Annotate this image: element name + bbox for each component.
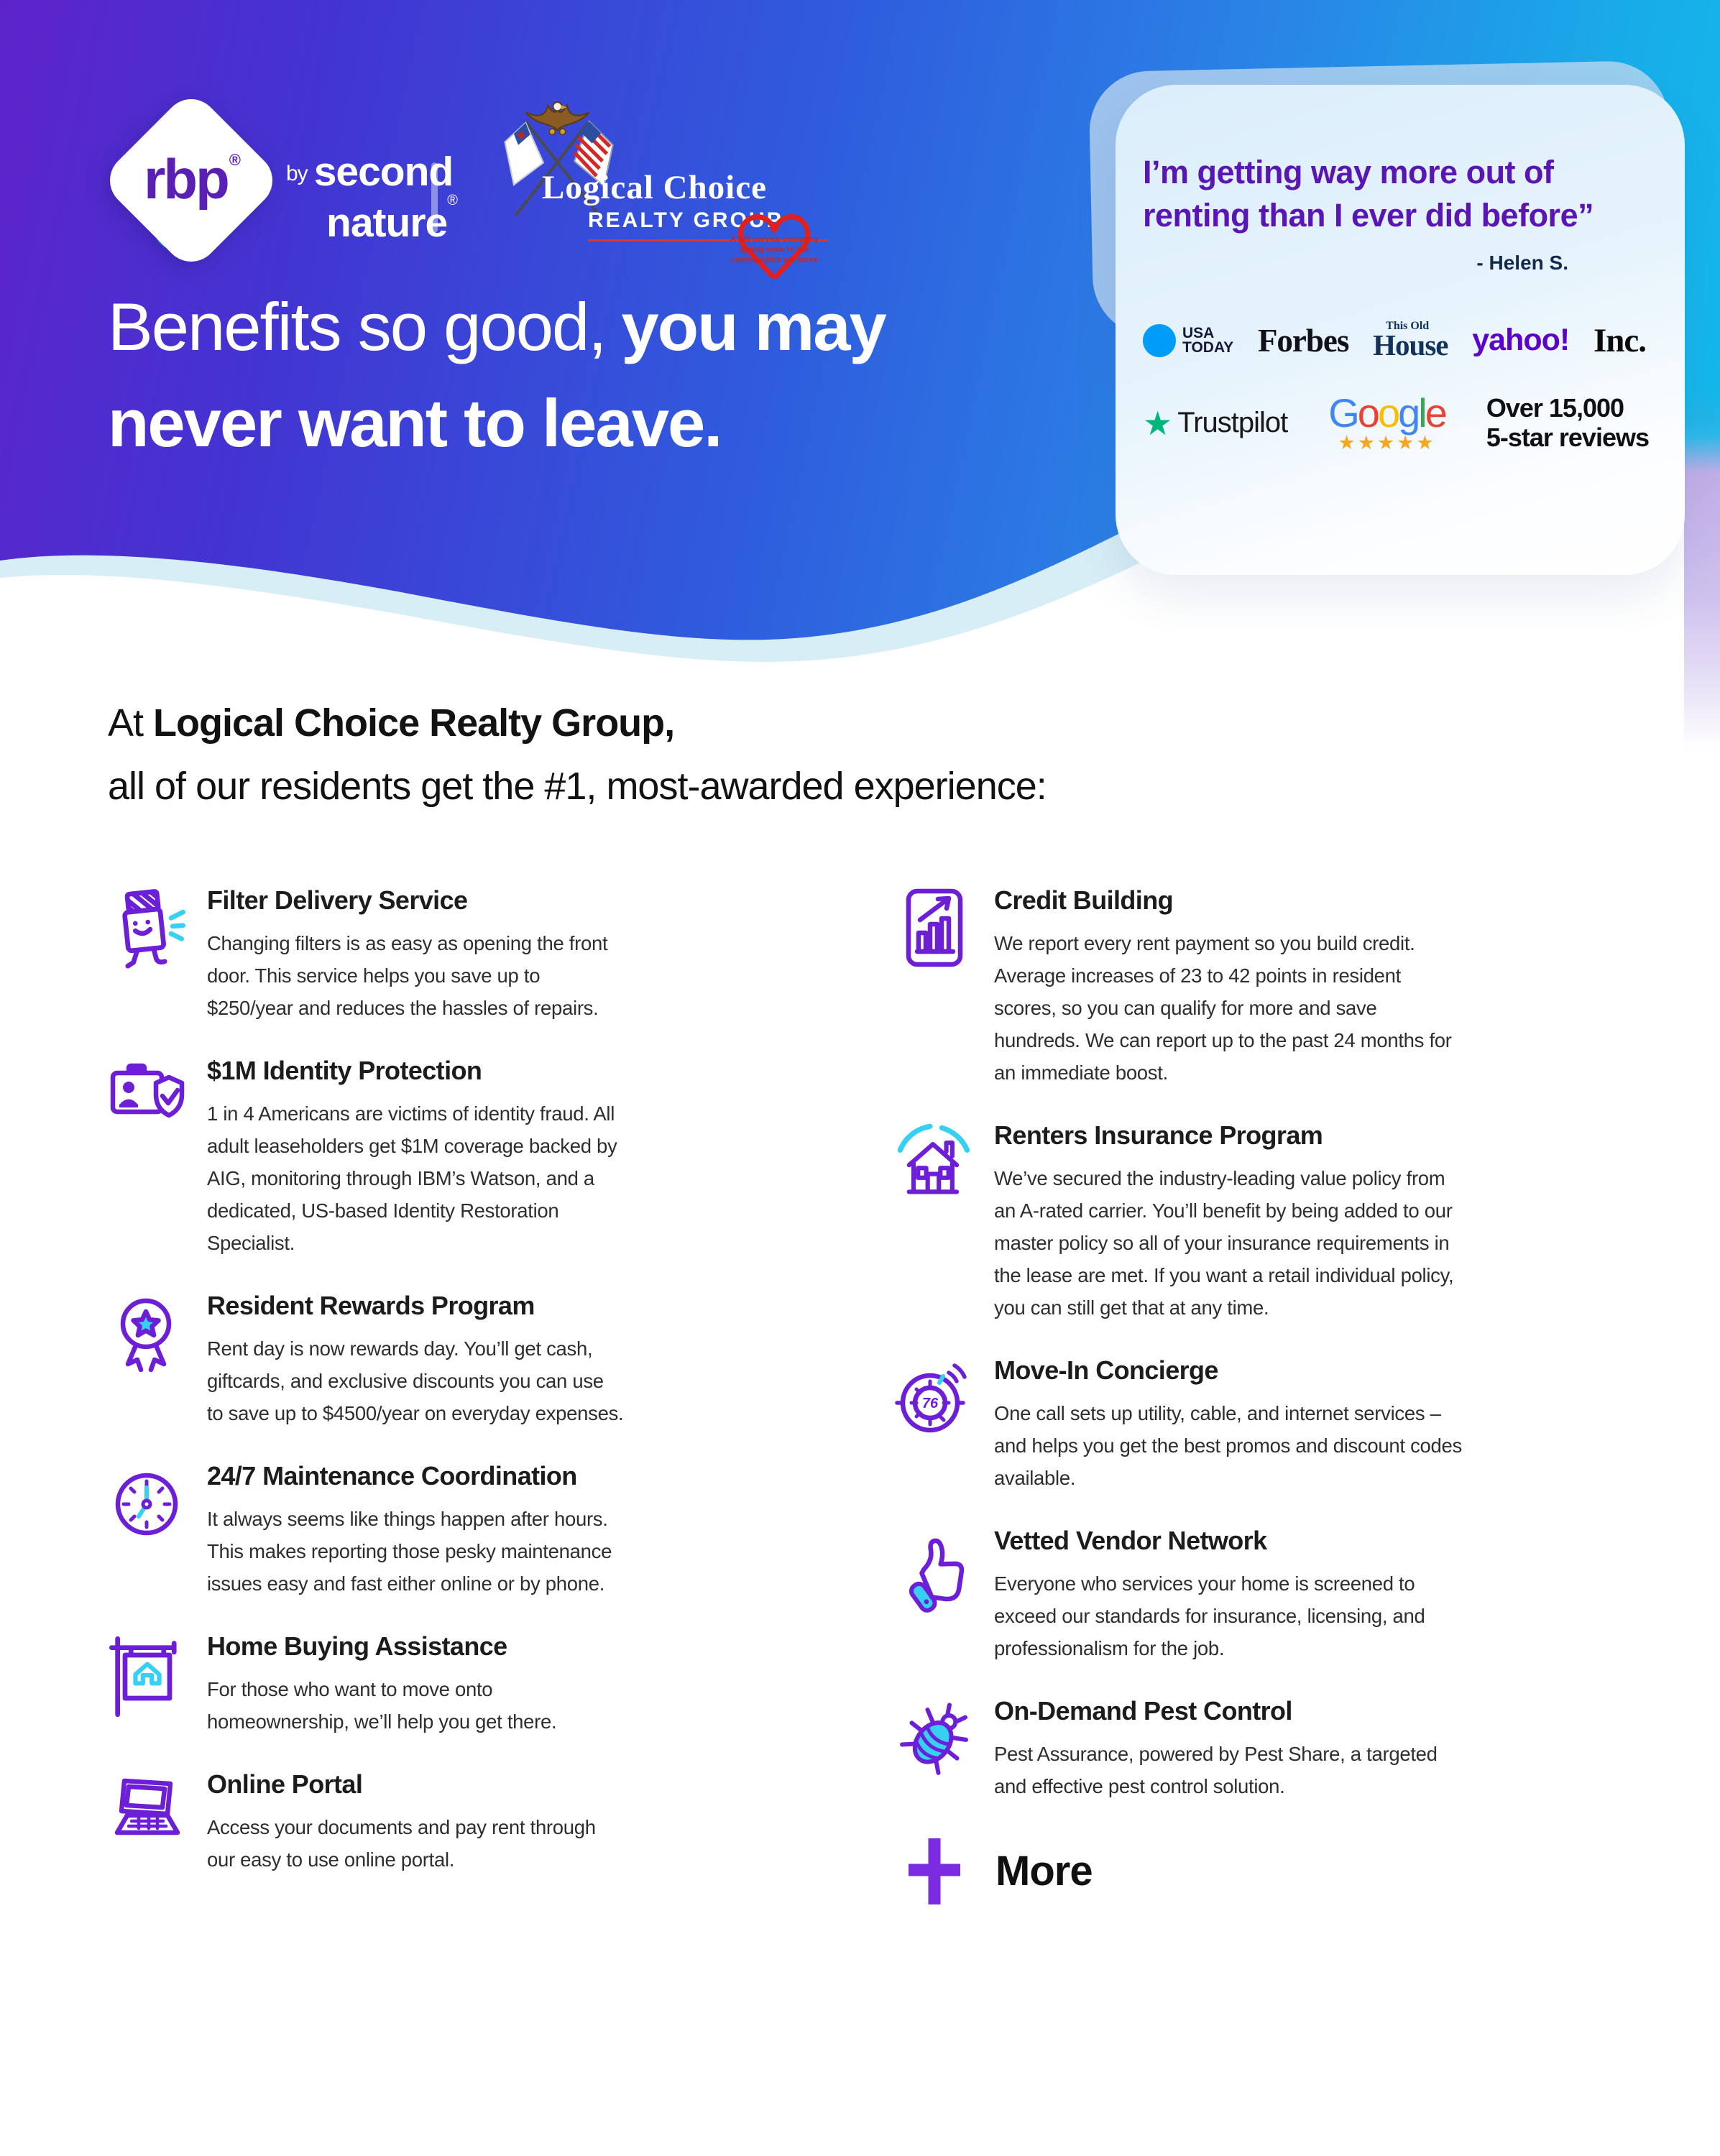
- benefit-filter-delivery: Filter Delivery Service Changing filters…: [108, 885, 640, 1024]
- benefit-description: One call sets up utility, cable, and int…: [994, 1402, 1462, 1489]
- quote-attribution: - Helen S.: [1476, 252, 1568, 274]
- credit-building-icon: [906, 888, 963, 967]
- benefit-resident-rewards: Resident Rewards Program Rent day is now…: [108, 1291, 640, 1429]
- reviews-count: Over 15,000 5-star reviews: [1486, 393, 1650, 452]
- home-buying-icon: [109, 1636, 177, 1718]
- logo-divider: [431, 162, 438, 233]
- benefit-title: Vetted Vendor Network: [994, 1526, 1267, 1555]
- reviews-row: ★ Trustpilot Google ★★★★★ Over 15,000 5-…: [1143, 393, 1653, 453]
- benefit-description: For those who want to move onto homeowne…: [207, 1678, 557, 1733]
- yahoo-logo: yahoo!: [1472, 323, 1570, 357]
- resident-rewards-icon: [120, 1298, 172, 1373]
- benefit-description: 1 in 4 Americans are victims of identity…: [207, 1102, 617, 1254]
- partner-tagline: A full service company: [730, 235, 819, 244]
- vetted-vendor-icon: [909, 1538, 965, 1613]
- benefit-home-buying: Home Buying Assistance For those who wan…: [108, 1631, 640, 1738]
- benefit-title: Renters Insurance Program: [994, 1120, 1323, 1150]
- benefit-description: We report every rent payment so you buil…: [994, 932, 1452, 1084]
- benefit-title: Move-In Concierge: [994, 1355, 1218, 1385]
- press-logos: USA TODAY Forbes This Old House yahoo! In…: [1143, 321, 1653, 360]
- filter-delivery-icon: [122, 889, 185, 969]
- benefit-identity-protection: $1M Identity Protection 1 in 4 Americans…: [108, 1056, 640, 1259]
- inc-logo: Inc.: [1593, 321, 1647, 359]
- benefit-renters-insurance: Renters Insurance Program We’ve secured …: [895, 1120, 1470, 1324]
- section-heading: At Logical Choice Realty Group, all of ou…: [108, 701, 1047, 808]
- benefit-description: We’ve secured the industry-leading value…: [994, 1167, 1454, 1319]
- rbp-logo: rbp ®: [98, 88, 284, 273]
- by-label: by: [286, 162, 308, 185]
- heart-icon: A full service company giving back to th…: [730, 214, 819, 280]
- thermostat-dial-value: 76: [922, 1396, 939, 1411]
- benefit-pest-control: On-Demand Pest Control Pest Assurance, p…: [895, 1696, 1470, 1802]
- google-logo: Google ★★★★★: [1328, 390, 1448, 453]
- usa-today-logo: USA TODAY: [1143, 323, 1233, 357]
- more-plus-icon: [909, 1838, 960, 1904]
- benefit-title: $1M Identity Protection: [207, 1056, 482, 1085]
- benefit-description: Access your documents and pay rent throu…: [207, 1816, 596, 1871]
- benefit-description: Everyone who services your home is scree…: [994, 1572, 1425, 1659]
- online-portal-icon: [114, 1778, 180, 1835]
- svg-text:giving back to the: giving back to the: [740, 246, 809, 254]
- benefit-credit-building: Credit Building We report every rent pay…: [895, 885, 1470, 1089]
- logical-choice-logo: Logical Choice REALTY GROUP A full servi…: [495, 99, 847, 286]
- benefit-maintenance: 24/7 Maintenance Coordination It always …: [108, 1461, 640, 1600]
- usa-today-circle-icon: [1143, 323, 1176, 357]
- benefit-description: Pest Assurance, powered by Pest Share, a…: [994, 1743, 1438, 1797]
- benefit-title: Credit Building: [994, 885, 1174, 915]
- renters-insurance-icon: [897, 1123, 970, 1194]
- benefit-description: Changing filters is as easy as opening t…: [207, 932, 608, 1019]
- benefit-description: It always seems like things happen after…: [207, 1508, 612, 1595]
- rbp-wordmark: rbp ®: [144, 147, 241, 211]
- pest-control-icon: [900, 1703, 969, 1775]
- identity-protection-icon: [110, 1063, 185, 1118]
- benefits-right-column: Credit Building We report every rent pay…: [895, 885, 1470, 1907]
- benefit-title: Filter Delivery Service: [207, 885, 468, 915]
- registered-mark: ®: [447, 193, 458, 208]
- more-row: More: [895, 1834, 1470, 1907]
- svg-text:communities we serve: communities we serve: [731, 256, 818, 264]
- benefit-title: Home Buying Assistance: [207, 1631, 507, 1661]
- this-old-house-logo: This Old House: [1373, 320, 1448, 361]
- testimonial-card: I’m getting way more out of renting than…: [1116, 85, 1685, 575]
- benefit-title: On-Demand Pest Control: [994, 1696, 1292, 1726]
- benefit-title: Resident Rewards Program: [207, 1291, 535, 1320]
- partner-name: Logical Choice: [542, 169, 767, 206]
- benefit-title: 24/7 Maintenance Coordination: [207, 1461, 577, 1491]
- move-in-concierge-icon: 76: [895, 1363, 967, 1433]
- headline: Benefits so good, you may never want to l…: [108, 289, 887, 461]
- trustpilot-star-icon: ★: [1143, 404, 1173, 442]
- google-stars-icon: ★★★★★: [1338, 432, 1436, 453]
- benefit-move-in-concierge: 76 Move-In Concierge One call sets up ut…: [895, 1355, 1470, 1494]
- benefit-title: Online Portal: [207, 1769, 363, 1799]
- quote-text: I’m getting way more out of renting than…: [1143, 154, 1594, 234]
- benefit-description: Rent day is now rewards day. You’ll get …: [207, 1337, 624, 1424]
- maintenance-clock-icon: [115, 1473, 178, 1536]
- flags-eagle-icon: [504, 101, 614, 217]
- benefit-online-portal: Online Portal Access your documents and …: [108, 1769, 640, 1876]
- trustpilot-logo: ★ Trustpilot: [1143, 404, 1288, 442]
- more-label: More: [995, 1847, 1093, 1894]
- registered-mark: ®: [229, 151, 241, 169]
- benefit-vetted-vendor: Vetted Vendor Network Everyone who servi…: [895, 1526, 1470, 1664]
- right-edge-accent: [1684, 0, 1720, 751]
- second-nature-wordmark: by second nature®: [286, 149, 458, 246]
- benefits-left-column: Filter Delivery Service Changing filters…: [108, 885, 640, 1907]
- forbes-logo: Forbes: [1257, 322, 1349, 359]
